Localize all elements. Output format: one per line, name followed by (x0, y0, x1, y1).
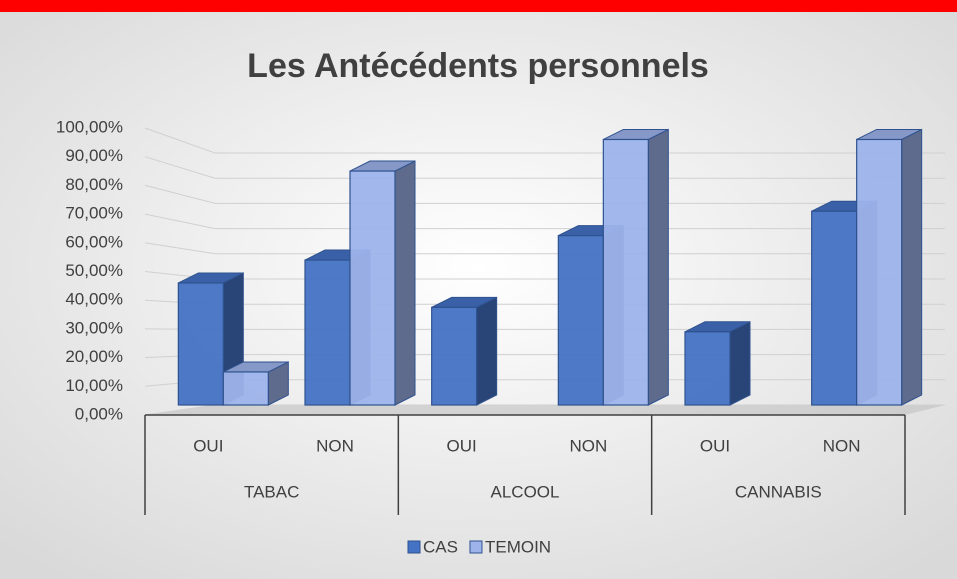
x-tick-label: OUI (193, 436, 223, 455)
bar (856, 138, 903, 406)
group-label: ALCOOL (491, 482, 560, 501)
bar (431, 306, 478, 406)
bar-side (647, 128, 669, 406)
y-tick-label: 50,00% (65, 261, 123, 280)
y-tick-label: 90,00% (65, 146, 123, 165)
bar (602, 138, 649, 406)
bar (811, 210, 858, 406)
legend-label: TEMOIN (485, 537, 551, 556)
bar (177, 282, 224, 406)
grid-line (144, 242, 945, 255)
legend-swatch (469, 540, 483, 554)
y-tick-label: 80,00% (65, 175, 123, 194)
bar (684, 331, 731, 406)
floor (145, 405, 945, 415)
bar-side (729, 320, 751, 406)
grid-line (144, 127, 945, 154)
y-tick-label: 100,00% (56, 117, 123, 136)
y-tick-label: 40,00% (65, 290, 123, 309)
x-tick-label: NON (569, 436, 607, 455)
grid-line (144, 184, 945, 204)
legend-swatch (407, 540, 421, 554)
bar (349, 170, 396, 406)
bar-side (901, 128, 923, 406)
bar (557, 235, 604, 406)
x-tick-label: NON (823, 436, 861, 455)
bar (222, 371, 269, 406)
legend-label: CAS (423, 537, 458, 556)
y-tick-label: 30,00% (65, 318, 123, 337)
y-tick-label: 70,00% (65, 204, 123, 223)
x-tick-label: NON (316, 436, 354, 455)
x-tick-label: OUI (700, 436, 730, 455)
y-tick-label: 10,00% (65, 376, 123, 395)
y-tick-label: 20,00% (65, 347, 123, 366)
y-tick-label: 0,00% (75, 404, 123, 423)
grid-line (144, 213, 945, 230)
y-tick-label: 60,00% (65, 232, 123, 251)
chart-area (0, 12, 957, 579)
bar-side (394, 160, 416, 406)
group-label: CANNABIS (735, 482, 822, 501)
top-bar (0, 0, 957, 12)
bar (304, 259, 351, 406)
grid-line (144, 156, 945, 179)
chart-title: Les Antécédents personnels (247, 47, 709, 85)
group-label: TABAC (244, 482, 299, 501)
x-tick-label: OUI (447, 436, 477, 455)
bar-side (476, 296, 498, 406)
